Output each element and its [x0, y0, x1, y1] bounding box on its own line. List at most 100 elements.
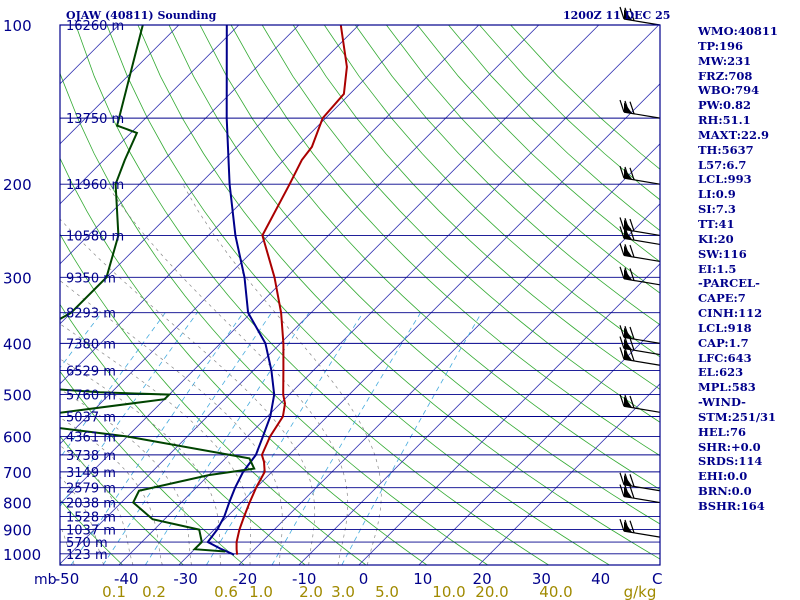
isotherm [60, 25, 480, 445]
dry-adiabat [354, 25, 660, 326]
index-row: EI:1.5 [698, 261, 737, 276]
temperature-tick-label: -30 [173, 570, 198, 588]
height-label: 9350 m [66, 271, 116, 286]
profile-series-1 [235, 25, 348, 555]
temperature-tick-label: 0 [359, 570, 369, 588]
isotherm [298, 203, 660, 565]
temperature-tick-label: 10 [413, 570, 432, 588]
index-row: SI:7.3 [698, 202, 736, 217]
mixing-ratio-line [271, 312, 421, 565]
index-row: HEL:76 [698, 424, 746, 439]
height-label: 5037 m [66, 411, 116, 426]
moist-adiabat [60, 388, 192, 565]
pressure-tick-label: 300 [3, 269, 32, 287]
index-row: CINH:112 [698, 306, 763, 321]
plot-area [60, 25, 660, 565]
height-label: 1528 m [66, 510, 116, 525]
index-row: KI:20 [698, 231, 734, 246]
index-row: BRN:0.0 [698, 484, 752, 499]
index-row: FRZ:708 [698, 68, 753, 83]
mixing-ratio-line [60, 312, 198, 508]
height-label: 16260 m [66, 19, 124, 34]
index-row: SW:116 [698, 246, 747, 261]
dry-adiabat [199, 25, 660, 490]
index-row: MW:231 [698, 53, 752, 68]
index-row: EHI:0.0 [698, 469, 748, 484]
wind-barb [619, 226, 661, 246]
plot-border [59, 24, 661, 566]
mixing-ratio-label: 0.2 [142, 583, 166, 600]
temperature-tick-label: 30 [532, 570, 551, 588]
wind-barb [619, 266, 661, 286]
mixing-ratio-label: 40.0 [539, 583, 572, 600]
wind-barb [619, 243, 661, 263]
height-label: 2038 m [66, 497, 116, 512]
wind-barb [619, 165, 661, 185]
dry-adiabat [60, 562, 63, 565]
height-label: 2579 m [66, 482, 116, 497]
index-row: CAPE:7 [698, 291, 746, 306]
mixing-ratio-label: 1.0 [249, 583, 273, 600]
valid-time: 1200Z 11 DEC 25 [563, 9, 671, 22]
dry-adiabat [230, 25, 660, 457]
height-label: 11960 m [66, 178, 124, 193]
height-label: 5760 m [66, 389, 116, 404]
mixing-ratio-label: 0.6 [214, 583, 238, 600]
temperature-tick-label: 40 [591, 570, 610, 588]
mixing-ratio-label: g/kg [624, 583, 657, 600]
isotherm [418, 323, 660, 565]
index-row: SHR:+0.0 [698, 439, 761, 454]
profile-series-2 [206, 25, 276, 556]
height-label: 6529 m [66, 364, 116, 379]
pressure-tick-label: 1000 [3, 546, 41, 564]
index-row: STM:251/31 [698, 409, 777, 424]
wind-barb [619, 6, 661, 26]
index-row: MPL:583 [698, 380, 756, 395]
index-row: MAXT:22.9 [698, 127, 769, 142]
height-label: 123 m [66, 548, 108, 563]
temperature-tick-label: -50 [55, 570, 80, 588]
temperature-tick-label: C [652, 570, 662, 588]
dry-adiabat [417, 25, 660, 263]
dry-adiabat [323, 25, 660, 358]
height-label: 4361 m [66, 430, 116, 445]
index-row: SRDS:114 [698, 454, 763, 469]
height-label: 13750 m [66, 112, 124, 127]
indices-panel: WMO:40811 TP:196 MW:231 FRZ:708 WBO:794 PW:0.… [698, 24, 798, 514]
index-row: RH:51.1 [698, 113, 751, 128]
height-label: 10580 m [66, 229, 124, 244]
temperature-tick-label: -10 [292, 570, 317, 588]
isotherm [60, 25, 420, 385]
profile-series-3 [60, 25, 256, 553]
index-row: BSHR:164 [698, 499, 765, 513]
moist-adiabat [60, 218, 316, 565]
pressure-tick-label: 500 [3, 387, 32, 405]
index-row: PW:0.82 [698, 98, 752, 113]
dry-adiabat [0, 25, 1, 565]
dry-adiabat [60, 233, 367, 565]
mixing-ratio-label: 5.0 [375, 583, 399, 600]
isotherm [0, 25, 59, 565]
dry-adiabat [261, 25, 660, 423]
index-row: LI:0.9 [698, 187, 736, 202]
dry-adiabat [106, 25, 610, 565]
index-row: LCL:993 [698, 172, 752, 187]
index-row: EL:623 [698, 365, 744, 380]
height-label: 3149 m [66, 466, 116, 481]
moist-adiabat [60, 524, 75, 565]
moist-adiabat [60, 280, 283, 565]
index-row: WMO:40811 [698, 24, 778, 38]
dry-adiabat [60, 499, 123, 565]
isotherm [178, 83, 660, 565]
wind-barb [619, 99, 661, 119]
mixing-ratio-label: 10.0 [432, 583, 465, 600]
dry-adiabat [60, 71, 488, 565]
temperature-tick-label: 20 [473, 570, 492, 588]
mixing-ratio-line [60, 312, 166, 459]
dry-adiabat [60, 435, 184, 565]
pressure-tick-label: 600 [3, 428, 32, 446]
dry-adiabat [60, 370, 245, 565]
height-label: 1037 m [66, 524, 116, 539]
isotherm [478, 383, 660, 565]
